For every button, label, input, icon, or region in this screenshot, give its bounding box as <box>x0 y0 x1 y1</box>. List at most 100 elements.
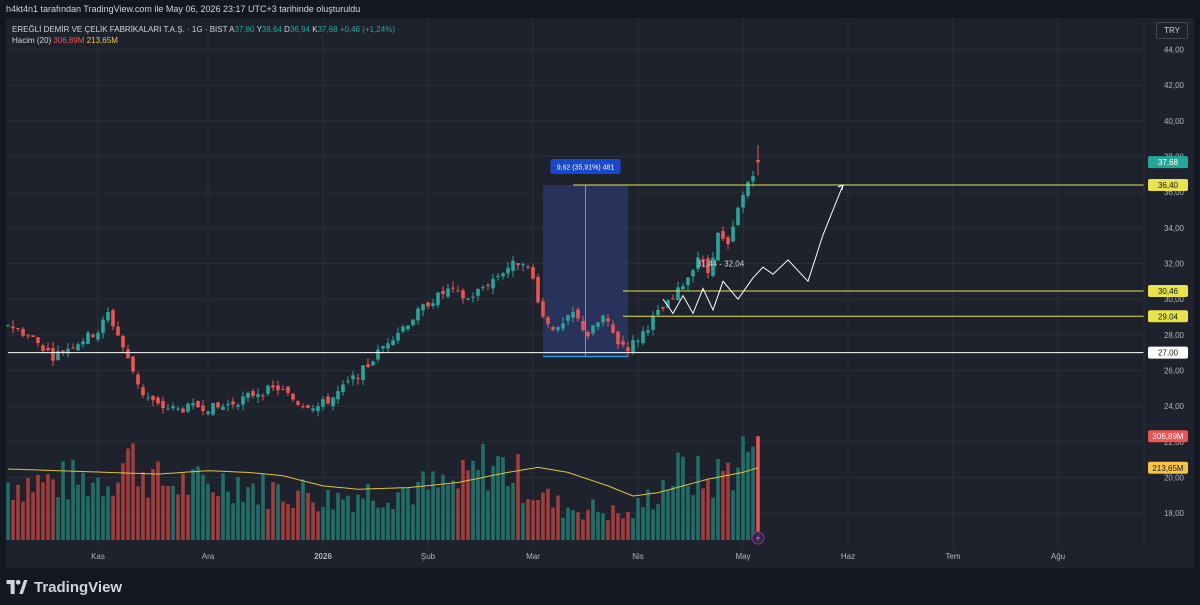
candle <box>81 338 85 348</box>
candle-body <box>271 385 275 388</box>
candle <box>691 268 695 283</box>
level-badge: 30,46 <box>1158 287 1179 296</box>
volume-bar <box>681 456 685 540</box>
volume-bar <box>351 511 355 540</box>
candle-body <box>441 290 445 295</box>
tradingview-brand: TradingView <box>34 578 123 596</box>
price-chart[interactable]: 31,44 - 32,04 9,62 (35,91%) 481 44,00 42,00… <box>6 18 1194 568</box>
candle <box>431 299 435 309</box>
volume-bars <box>6 436 760 540</box>
candle <box>421 303 425 317</box>
x-tick-label: Nis <box>632 552 644 561</box>
volume-ma-value: 213,65M <box>86 36 118 45</box>
candle-body <box>346 380 350 382</box>
candle-body <box>661 306 665 309</box>
y-tick-label: 40,00 <box>1164 117 1185 126</box>
volume-bar <box>546 488 550 540</box>
volume-bar <box>641 507 645 540</box>
volume-bar <box>321 506 325 540</box>
volume-bar <box>671 485 675 540</box>
time-axis: Kas Ara 2026 Şub Mar Nis May Haz Tem Ağu <box>91 552 1065 561</box>
candle <box>731 220 735 242</box>
volume-bar <box>151 469 155 540</box>
volume-bar <box>486 490 490 540</box>
candle <box>16 327 20 332</box>
candle <box>521 262 525 272</box>
volume-bar <box>156 461 160 540</box>
x-tick-label: 2026 <box>314 552 332 561</box>
candle-body <box>241 396 245 405</box>
candle <box>726 235 730 250</box>
candle <box>476 288 480 302</box>
candle <box>631 335 635 355</box>
candle-body <box>246 392 250 399</box>
candle <box>486 283 490 291</box>
candle <box>621 335 625 348</box>
candle <box>451 281 455 293</box>
volume-bar <box>116 482 120 540</box>
open-value: 37,80 <box>234 25 255 34</box>
volume-bar <box>331 509 335 540</box>
volume-bar <box>256 504 260 540</box>
candle-body <box>311 408 315 411</box>
low-value: 36,94 <box>289 25 310 34</box>
candle-body <box>71 347 75 349</box>
volume-bar <box>746 451 750 540</box>
candle <box>446 283 450 299</box>
candle <box>706 254 710 279</box>
volume-bar <box>691 495 695 540</box>
currency-button[interactable]: TRY <box>1156 22 1188 39</box>
chart-panel[interactable]: 31,44 - 32,04 9,62 (35,91%) 481 44,00 42,00… <box>6 18 1194 568</box>
candle <box>196 400 200 408</box>
candle <box>436 291 440 309</box>
candle-body <box>696 257 700 269</box>
candle-body <box>466 298 470 300</box>
volume-bar <box>731 490 735 540</box>
candle-body <box>521 264 525 266</box>
candle-body <box>601 315 605 323</box>
volume-bar <box>221 473 225 540</box>
candle <box>696 251 700 273</box>
candle <box>626 341 630 357</box>
candle-body <box>51 348 55 361</box>
candle <box>186 402 190 414</box>
x-tick-label: Kas <box>91 552 105 561</box>
volume-bar <box>676 452 680 540</box>
volume-bar <box>416 481 420 540</box>
candle <box>396 327 400 345</box>
volume-bar <box>431 471 435 540</box>
volume-bar <box>171 485 175 540</box>
candle-body <box>631 339 635 352</box>
candle-body <box>236 405 240 407</box>
volume-bar <box>396 492 400 540</box>
volume-bar <box>96 477 100 540</box>
candle-body <box>126 349 130 359</box>
volume-bar <box>356 494 360 540</box>
candle-body <box>141 387 145 396</box>
x-tick-label: Ara <box>202 552 215 561</box>
candle <box>181 406 185 413</box>
volume-bar <box>541 492 545 540</box>
volume-bar <box>266 509 270 540</box>
volume-bar <box>261 473 265 540</box>
grid <box>6 18 1144 548</box>
symbol-title[interactable]: EREĞLİ DEMİR VE ÇELİK FABRİKALARI T.A.Ş.… <box>12 25 228 34</box>
volume-indicator-label[interactable]: Hacim (20) <box>12 36 52 45</box>
candle <box>251 388 255 399</box>
candle-body <box>321 399 325 407</box>
candle-body <box>406 325 410 330</box>
candle-body <box>676 287 680 301</box>
volume-badge-bg <box>1148 461 1188 474</box>
candle-body <box>716 232 720 261</box>
candle-body <box>391 340 395 346</box>
candle-body <box>581 321 585 331</box>
candle <box>601 314 605 327</box>
candle-body <box>226 403 230 406</box>
candle-body <box>66 348 70 354</box>
candle-body <box>736 207 740 226</box>
candle-body <box>546 317 550 325</box>
candle-body <box>426 302 430 307</box>
volume-bar <box>181 473 185 540</box>
volume-bar <box>166 485 170 540</box>
level-badge-bg <box>1148 310 1188 323</box>
